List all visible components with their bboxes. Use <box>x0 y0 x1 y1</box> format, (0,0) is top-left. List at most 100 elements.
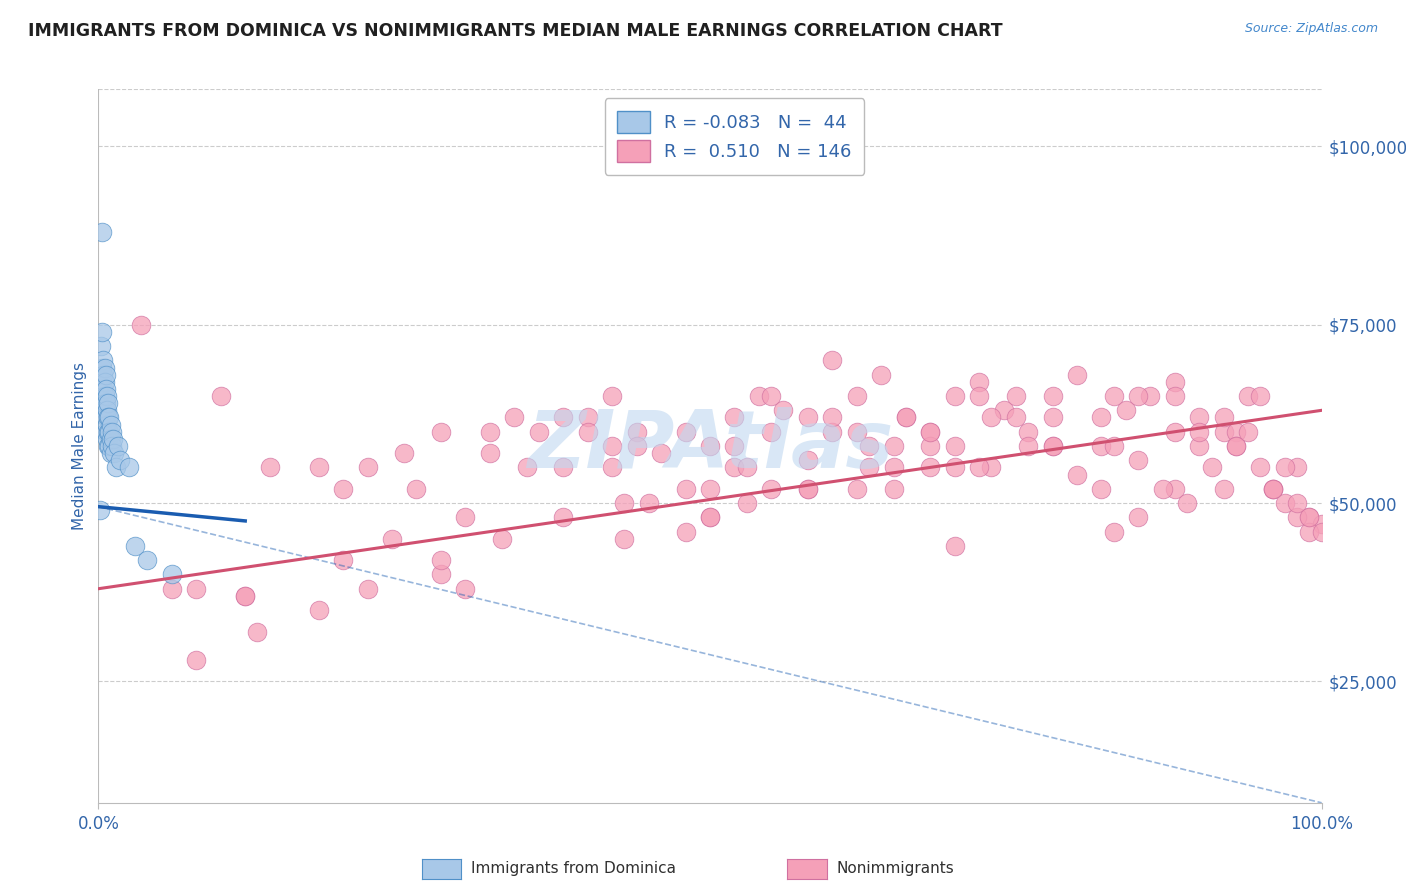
Point <box>454 510 477 524</box>
Point <box>101 439 124 453</box>
Point <box>91 353 114 368</box>
Point <box>1164 389 1187 403</box>
Point <box>1042 439 1064 453</box>
Point <box>1225 439 1247 453</box>
Point <box>94 368 117 382</box>
Point <box>675 524 697 539</box>
Point <box>308 603 330 617</box>
Point <box>93 360 115 375</box>
Point <box>96 417 118 432</box>
Point <box>821 410 844 425</box>
Point <box>186 582 208 596</box>
Point <box>576 425 599 439</box>
Point <box>209 389 232 403</box>
Point <box>1164 482 1187 496</box>
Point <box>920 425 942 439</box>
Point <box>356 460 378 475</box>
Point <box>761 389 783 403</box>
Point <box>894 410 917 425</box>
Point <box>454 582 477 596</box>
Point <box>91 225 114 239</box>
Point <box>515 460 537 475</box>
Point <box>160 567 183 582</box>
Point <box>600 439 623 453</box>
Point <box>1237 425 1260 439</box>
Point <box>1225 425 1247 439</box>
Point <box>735 460 758 475</box>
Point <box>1102 524 1125 539</box>
Point <box>699 439 721 453</box>
Point <box>797 453 820 467</box>
Point <box>980 410 1002 425</box>
Point <box>1115 403 1137 417</box>
Point <box>967 389 990 403</box>
Point <box>1004 389 1026 403</box>
Text: Immigrants from Dominica: Immigrants from Dominica <box>471 862 676 876</box>
Point <box>1310 524 1333 539</box>
Point <box>94 425 117 439</box>
Point <box>1164 375 1187 389</box>
Point <box>101 425 124 439</box>
Point <box>943 439 966 453</box>
Point <box>613 532 636 546</box>
Point <box>883 460 905 475</box>
Point <box>883 439 905 453</box>
Point <box>761 482 783 496</box>
Point <box>735 496 758 510</box>
Point <box>943 389 966 403</box>
Point <box>1042 439 1064 453</box>
Point <box>1066 467 1088 482</box>
Point <box>1090 439 1112 453</box>
Point <box>96 403 118 417</box>
Point <box>1225 439 1247 453</box>
Point <box>332 553 354 567</box>
Point <box>821 353 844 368</box>
Point <box>356 582 378 596</box>
Point <box>94 382 117 396</box>
Point <box>491 532 513 546</box>
Point <box>553 460 575 475</box>
Point <box>993 403 1015 417</box>
Point <box>1090 482 1112 496</box>
Point <box>89 503 111 517</box>
Point <box>91 360 114 375</box>
Point <box>1004 410 1026 425</box>
Point <box>980 460 1002 475</box>
Point <box>100 446 122 460</box>
Point <box>797 482 820 496</box>
Point <box>967 375 990 389</box>
Point <box>1286 460 1309 475</box>
Point <box>1164 425 1187 439</box>
Point <box>613 496 636 510</box>
Point <box>797 410 820 425</box>
Point <box>233 589 256 603</box>
Point <box>381 532 404 546</box>
Point <box>97 439 120 453</box>
Point <box>858 460 880 475</box>
Point <box>104 460 127 475</box>
Point <box>626 439 648 453</box>
Point <box>332 482 354 496</box>
Point <box>600 389 623 403</box>
Point <box>91 325 114 339</box>
Point <box>1274 496 1296 510</box>
Point <box>1212 482 1234 496</box>
Point <box>675 482 697 496</box>
Point <box>233 589 256 603</box>
Point <box>1249 460 1271 475</box>
Point <box>1298 510 1320 524</box>
Text: Nonimmigrants: Nonimmigrants <box>837 862 955 876</box>
Point <box>1249 389 1271 403</box>
Point <box>124 539 146 553</box>
Point <box>675 425 697 439</box>
Point <box>894 410 917 425</box>
Point <box>723 439 745 453</box>
Point <box>1128 510 1150 524</box>
Point <box>246 624 269 639</box>
Point <box>943 539 966 553</box>
Point <box>98 425 121 439</box>
Point <box>97 396 120 410</box>
Point <box>1042 410 1064 425</box>
Point <box>920 425 942 439</box>
Point <box>101 432 124 446</box>
